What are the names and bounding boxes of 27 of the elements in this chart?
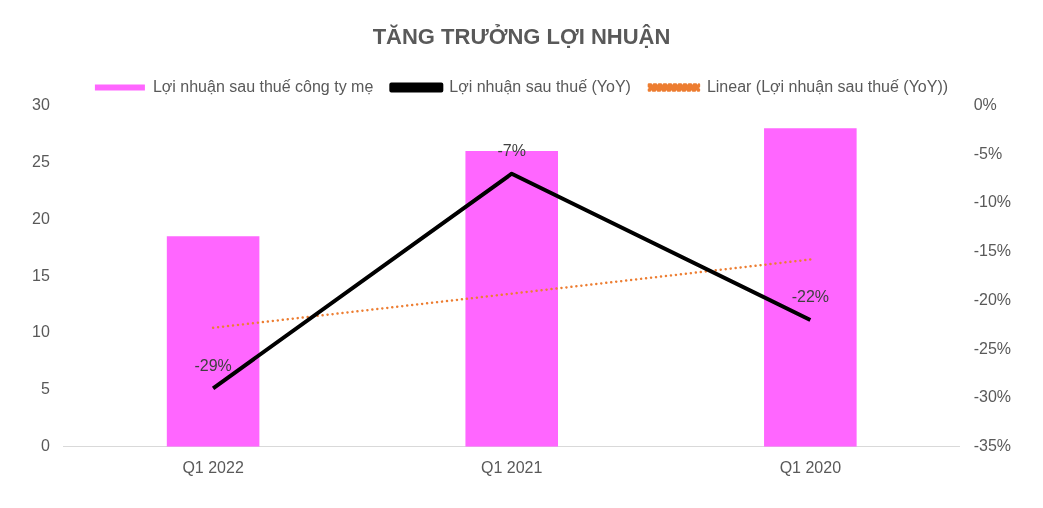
y2-tick-label: -5% xyxy=(973,144,1003,162)
y2-tick-label: -10% xyxy=(973,193,1012,211)
data-label: -22% xyxy=(791,288,830,306)
data-label: -29% xyxy=(194,356,232,374)
x-tick-label: Q1 2020 xyxy=(779,458,842,476)
x-tick-label: Q1 2022 xyxy=(182,458,244,476)
y2-tick-label: 0% xyxy=(973,95,997,113)
x-tick-label: Q1 2021 xyxy=(481,458,543,476)
y2-tick-label: -25% xyxy=(973,339,1012,357)
bar xyxy=(764,128,857,447)
y-tick-label: 30 xyxy=(32,95,50,113)
y-tick-label: 10 xyxy=(32,323,50,341)
y-tick-label: 5 xyxy=(40,380,50,398)
y2-tick-label: -30% xyxy=(973,388,1012,406)
y2-tick-label: -15% xyxy=(973,242,1012,260)
legend-label: Linear (Lợi nhuận sau thuế (YoY)) xyxy=(706,77,949,95)
y2-tick-label: -20% xyxy=(973,290,1012,308)
bar xyxy=(166,236,260,447)
y2-tick-label: -35% xyxy=(973,437,1012,455)
data-label: -7% xyxy=(497,142,526,160)
y-tick-label: 20 xyxy=(32,209,50,227)
legend-label: Lợi nhuận sau thuế công ty mẹ xyxy=(152,77,374,95)
chart-title: TĂNG TRƯỞNG LỢI NHUẬN xyxy=(372,24,671,50)
legend-label: Lợi nhuận sau thuế (YoY) xyxy=(449,77,631,95)
y-tick-label: 15 xyxy=(32,266,50,284)
y-tick-label: 0 xyxy=(40,437,50,455)
y-tick-label: 25 xyxy=(32,152,50,170)
